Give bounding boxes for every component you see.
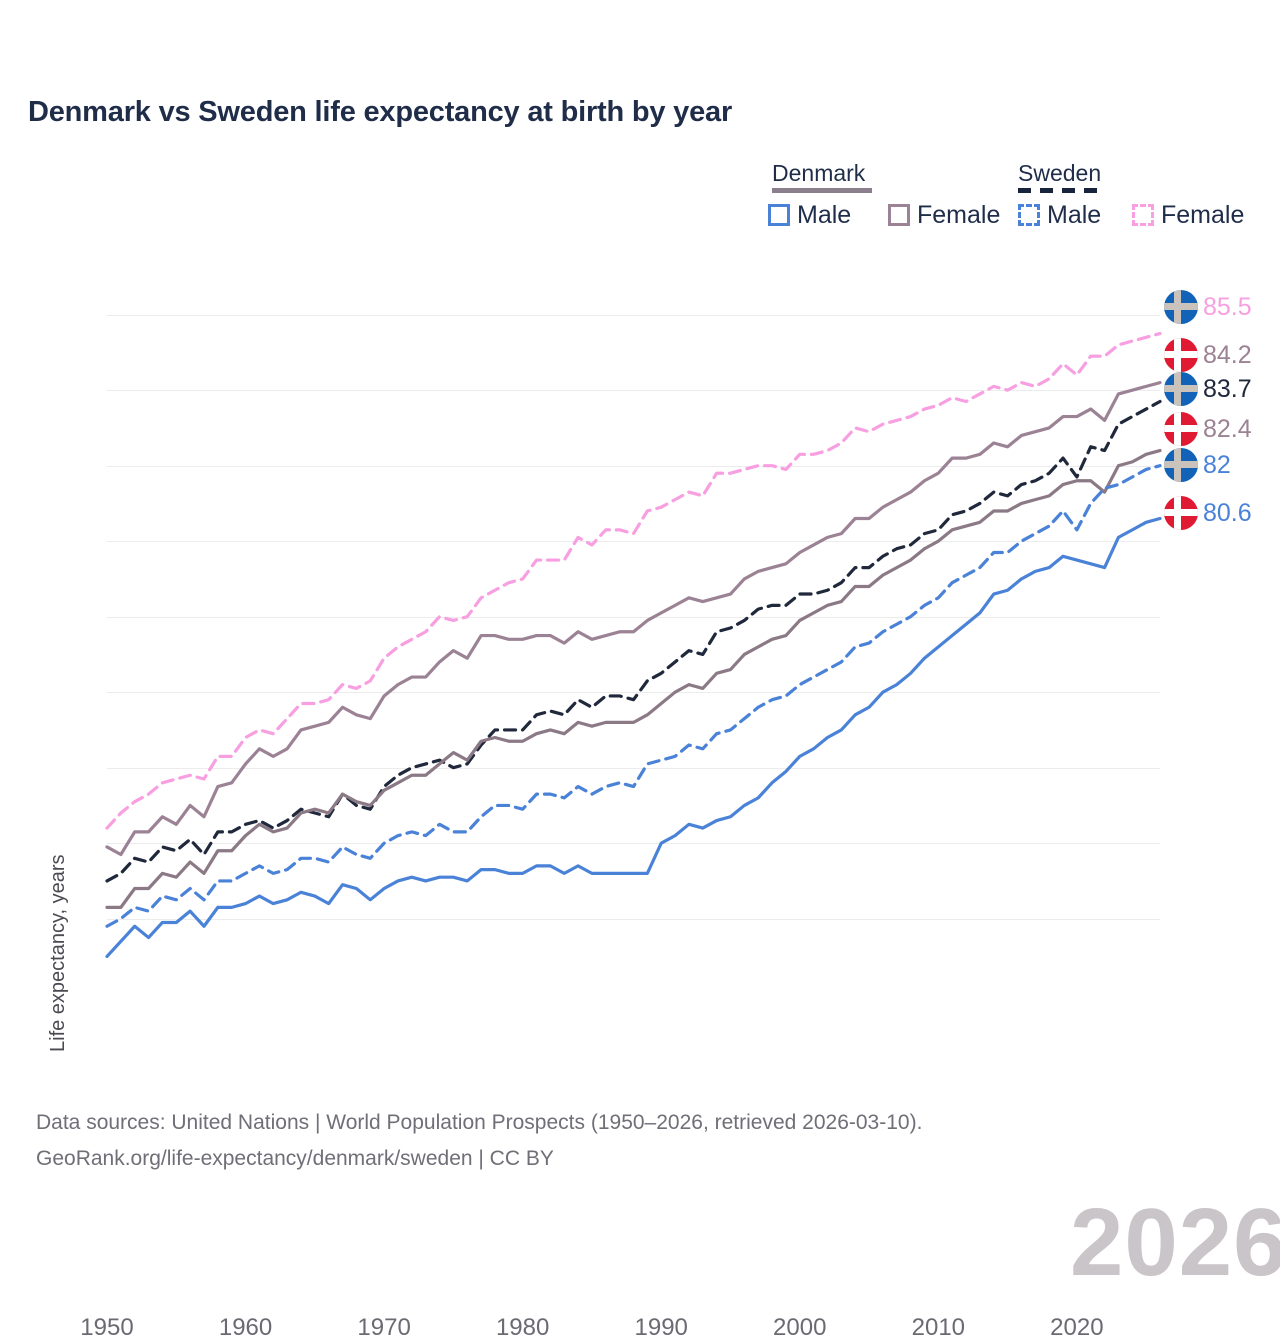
legend-group-denmark: Denmark [772,160,872,193]
end-value-labels: 85.5 84.2 83.7 82.4 82 80.6 [1164,280,1280,540]
legend-item-sweden-female[interactable]: Female [1132,202,1244,228]
chart-title: Denmark vs Sweden life expectancy at bir… [28,96,733,128]
series-line [105,464,1162,928]
end-value-text: 85.5 [1203,293,1252,321]
x-tick-label: 1990 [634,1314,688,1341]
gridline [107,465,1160,467]
gridline [107,314,1160,316]
legend-denmark-rule [772,188,872,193]
legend-group-sweden-label: Sweden [1018,160,1102,186]
legend-swatch-denmark-male [768,204,790,226]
footer-line-attribution: GeoRank.org/life-expectancy/denmark/swed… [36,1147,554,1170]
chart-footer: Data sources: United Nations | World Pop… [36,1105,1236,1177]
legend-group-sweden: Sweden [1018,160,1102,193]
series-line [105,516,1162,959]
end-value-text: 83.7 [1203,375,1252,403]
gridline [107,692,1160,694]
flag-cross-horizontal [1164,385,1198,392]
legend-items: Male Female Male Female [760,202,1260,238]
legend-item-denmark-female[interactable]: Female [888,202,1000,228]
end-label-row: 80.6 [1164,496,1252,530]
legend-item-sweden-male[interactable]: Male [1018,202,1101,228]
end-label-row: 84.2 [1164,338,1252,372]
gridline [107,390,1160,392]
end-value-text: 82 [1203,451,1231,479]
flag-cross-vertical [1174,372,1181,406]
end-value-text: 82.4 [1203,415,1252,443]
x-tick-label: 1960 [218,1314,273,1341]
end-value-text: 84.2 [1203,341,1252,369]
x-tick-label: 2000 [773,1314,827,1341]
legend-label-sweden-male: Male [1047,201,1102,229]
legend-swatch-sweden-male [1018,204,1040,226]
flag-cross-horizontal [1164,425,1198,432]
end-label-row: 82 [1164,448,1231,482]
x-tick-label: 1980 [495,1314,550,1341]
flag-cross-vertical [1174,290,1181,324]
series-lines [105,331,1162,959]
plot-area: 707274767880828486 195019601970198019902… [47,292,1280,1341]
flag-cross-horizontal [1164,351,1198,358]
flag-cross-horizontal [1164,461,1198,468]
flag-cross-vertical [1174,338,1181,372]
legend-sweden-rule [1018,188,1102,193]
legend-item-denmark-male[interactable]: Male [768,202,851,228]
series-line [105,399,1162,883]
chart-container: Denmark vs Sweden life expectancy at bir… [28,96,1280,1341]
legend-swatch-sweden-female [1132,204,1154,226]
series-line [105,331,1162,830]
end-label-row: 85.5 [1164,290,1252,324]
x-tick-label: 1950 [80,1314,134,1341]
legend-label-denmark-male: Male [797,201,852,229]
legend-swatch-denmark-female [888,204,910,226]
flag-cross-horizontal [1164,509,1198,516]
denmark-flag-icon [1164,338,1198,372]
end-value-text: 80.6 [1203,499,1252,527]
denmark-flag-icon [1164,412,1198,446]
end-label-row: 83.7 [1164,372,1252,406]
chart-legend: Denmark Sweden Male Female Male [760,160,1260,240]
flag-cross-horizontal [1164,303,1198,310]
y-axis-title: Life expectancy, years [47,854,69,1052]
flag-cross-vertical [1174,448,1181,482]
gridline [107,918,1160,920]
flag-cross-vertical [1174,496,1181,530]
legend-group-denmark-label: Denmark [772,160,866,186]
gridline [107,616,1160,618]
gridline [107,843,1160,845]
flag-cross-vertical [1174,412,1181,446]
legend-label-denmark-female: Female [917,201,1001,229]
series-line [105,448,1162,909]
series-line [105,381,1162,857]
gridline [107,541,1160,543]
gridline [107,767,1160,769]
x-tick-label: 2020 [1050,1314,1104,1341]
sweden-flag-icon [1164,448,1198,482]
denmark-flag-icon [1164,496,1198,530]
footer-line-sources: Data sources: United Nations | World Pop… [36,1111,923,1134]
legend-group-headers: Denmark Sweden [760,160,1260,194]
x-tick-label: 1970 [357,1314,411,1341]
year-watermark: 2026 [1070,1189,1280,1296]
legend-label-sweden-female: Female [1161,201,1245,229]
sweden-flag-icon [1164,372,1198,406]
end-label-row: 82.4 [1164,412,1252,446]
x-tick-label: 2010 [911,1314,966,1341]
sweden-flag-icon [1164,290,1198,324]
